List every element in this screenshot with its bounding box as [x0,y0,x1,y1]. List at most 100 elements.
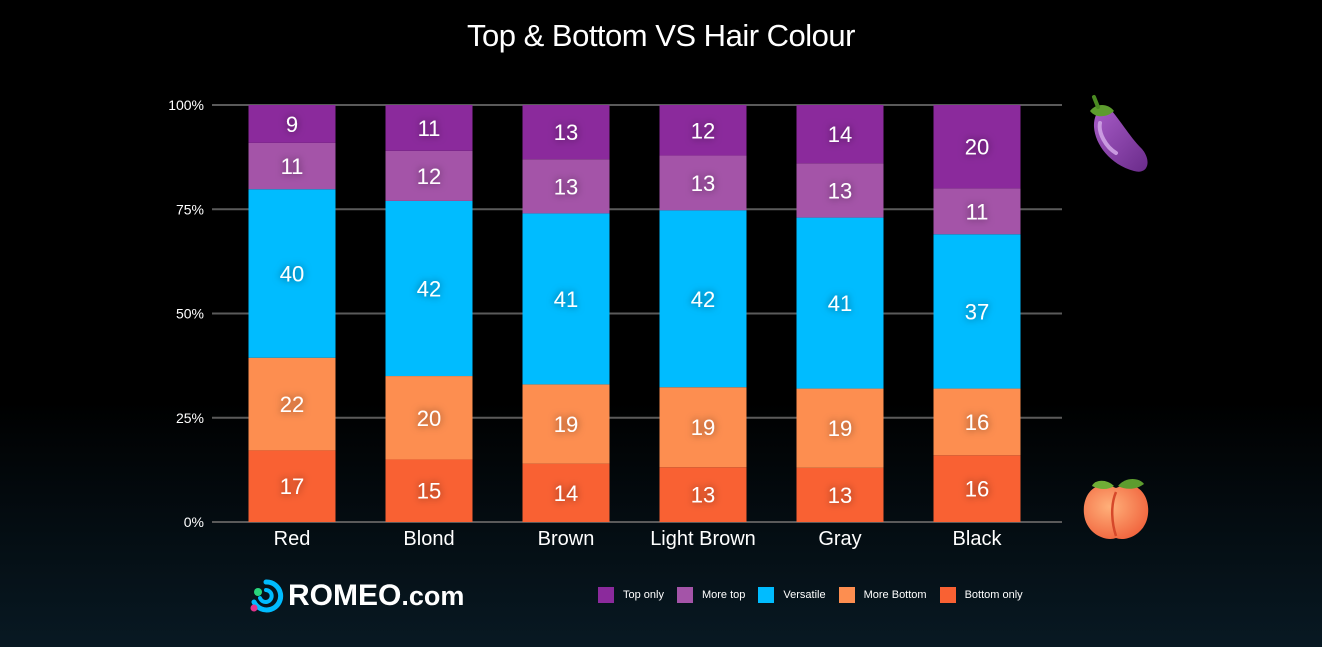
bar-segment [796,105,884,164]
bar-segment [933,388,1021,456]
legend-swatch [598,587,614,603]
data-label: 13 [554,174,578,199]
bar-segment [385,376,473,460]
y-tick-label: 0% [184,514,204,530]
logo-suffix: .com [401,581,465,611]
bar-segment [385,105,473,151]
bar-segment [248,105,336,143]
bar-segment [248,189,336,358]
segment-labels: 17 22 40 11 9 15 20 42 12 11 14 19 41 13 13 13 19 42 13 12 1… [280,112,989,508]
data-label: 20 [417,406,441,431]
bar-segment [248,357,336,451]
legend-label: More top [701,589,746,601]
data-label: 15 [417,479,441,504]
bar-segment [522,213,610,385]
legend-item: More Bottom [838,587,927,603]
logo-name: ROMEO [288,579,402,612]
legend-swatch [676,587,693,603]
data-label: 12 [417,164,441,189]
bar-segment [659,387,747,468]
bar-segment [796,163,884,218]
data-label: 40 [280,261,304,286]
x-tick-label: Red [274,528,311,550]
bar-segment [933,188,1021,235]
x-tick-label: Light Brown [650,528,756,550]
bar-segment [248,450,336,522]
data-label: 14 [554,481,578,506]
data-label: 41 [554,287,578,312]
data-label: 42 [417,276,441,301]
y-tick-label: 100% [168,97,204,113]
legend-label: Bottom only [964,589,1023,601]
data-label: 14 [828,122,852,147]
legend-swatch [939,587,956,603]
y-tick-label: 25% [176,410,204,426]
bar-segment [796,467,884,522]
x-tick-label: Black [953,528,1003,550]
data-label: 11 [966,199,989,224]
romeo-logo: ROMEO.com [248,576,464,616]
data-label: 16 [965,410,989,435]
bar-segment [659,155,747,211]
chart-title: Top & Bottom VS Hair Colour [467,18,855,53]
data-label: 37 [965,299,989,324]
data-label: 13 [554,120,578,145]
eggplant-icon [1090,95,1148,172]
data-label: 13 [828,483,852,508]
data-label: 19 [828,416,852,441]
bar-segment [385,459,473,522]
legend-item: Versatile [758,587,826,603]
bar-segment [659,210,747,388]
legend-label: Versatile [783,589,826,601]
legend-swatch [838,587,855,603]
data-label: 13 [828,178,852,203]
data-label: 16 [965,477,989,502]
legend-item: Top only [598,587,664,603]
x-tick-label: Gray [818,528,861,550]
data-label: 13 [691,171,715,196]
data-label: 19 [554,412,578,437]
x-tick-label: Brown [538,528,595,550]
data-label: 42 [691,287,715,312]
bar-segment [385,200,473,377]
bars [248,105,1021,522]
bar-segment [659,467,747,522]
bar-segment [522,384,610,464]
data-label: 19 [691,415,715,440]
legend-item: More top [676,587,746,603]
legend: Top only More top Versatile More Bottom Bott… [598,584,1036,606]
bar-segment [385,150,473,201]
legend-label: Top only [623,589,664,601]
gridlines [212,104,1062,523]
data-label: 22 [280,392,304,417]
bar-segment [796,217,884,389]
x-tick-label: Blond [403,528,454,550]
data-label: 41 [828,291,852,316]
bar-segment [248,142,336,190]
bar-segment [933,105,1021,189]
x-axis-ticks: Red Blond Brown Light Brown Gray Black [274,528,1003,550]
data-label: 13 [691,483,715,508]
peach-icon [1083,479,1149,539]
y-tick-label: 75% [176,201,204,217]
romeo-logo-mark [250,579,284,613]
y-axis-ticks: 0% 25% 50% 75% 100% [168,97,204,530]
legend-label: More Bottom [863,589,927,601]
data-label: 9 [286,112,298,137]
data-label: 11 [418,116,441,141]
data-label: 17 [280,474,304,499]
bar-segment [796,388,884,468]
legend-swatch [758,587,775,603]
bar-segment [659,105,747,156]
bar-segment [522,105,610,160]
bar-segment [933,234,1021,389]
logo-text: ROMEO.com [288,579,464,613]
bar-segment [933,455,1021,522]
data-label: 11 [281,154,304,179]
y-tick-label: 50% [176,306,204,322]
legend-item: Bottom only [939,587,1023,603]
bar-segment [522,463,610,522]
data-label: 12 [691,118,715,143]
data-label: 20 [965,135,989,160]
